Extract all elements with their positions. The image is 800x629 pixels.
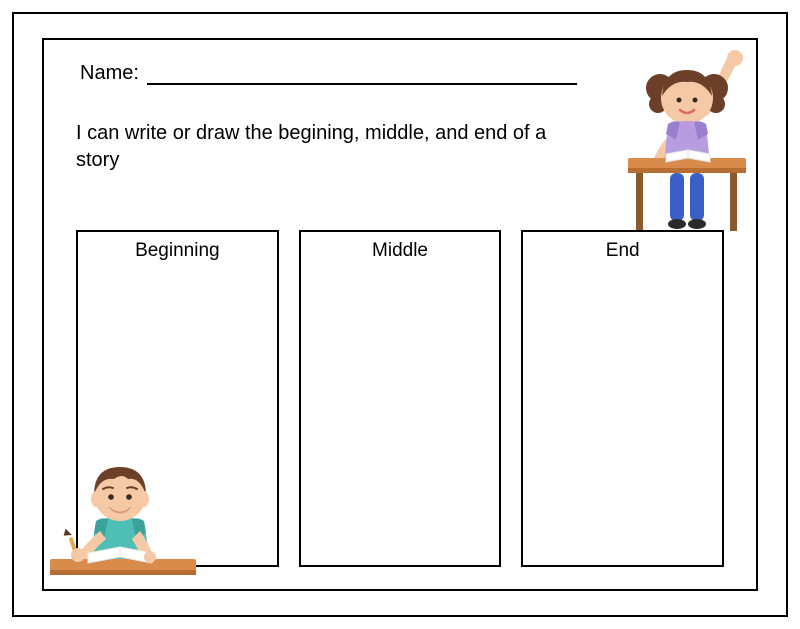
inner-frame: Name: I can write or draw the begining, … [42,38,758,591]
name-label: Name: [80,62,139,85]
girl-at-desk-icon [622,46,752,236]
story-box-label: End [523,240,722,262]
story-box-label: Middle [301,240,500,262]
name-input-line[interactable] [147,63,577,85]
instruction-text: I can write or draw the begining, middle… [76,120,556,174]
outer-frame: Name: I can write or draw the begining, … [12,12,788,617]
name-row: Name: [80,62,596,85]
story-box-middle[interactable]: Middle [299,230,502,567]
story-box-label: Beginning [78,240,277,262]
story-box-end[interactable]: End [521,230,724,567]
boy-at-desk-icon [48,455,198,585]
